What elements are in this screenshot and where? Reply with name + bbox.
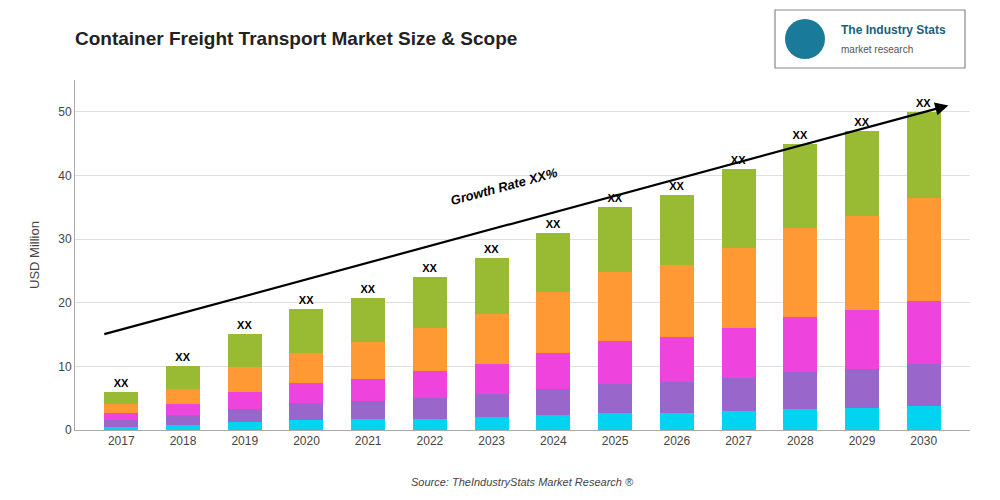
svg-text:market research: market research [841,44,913,55]
svg-text:2020: 2020 [293,434,320,448]
svg-text:XX: XX [916,97,931,109]
svg-text:XX: XX [607,192,622,204]
svg-text:XX: XX [361,283,376,295]
svg-text:XX: XX [114,377,129,389]
svg-text:XX: XX [731,154,746,166]
svg-text:2017: 2017 [108,434,135,448]
svg-text:2030: 2030 [910,434,937,448]
svg-text:Growth Rate XX%: Growth Rate XX% [449,165,559,208]
svg-text:2021: 2021 [355,434,382,448]
svg-text:0: 0 [65,423,72,437]
svg-text:2023: 2023 [478,434,505,448]
svg-text:50: 50 [58,105,72,119]
svg-text:Source: TheIndustryStats Marke: Source: TheIndustryStats Market Research… [411,476,634,488]
svg-text:XX: XX [854,116,869,128]
svg-text:XX: XX [422,262,437,274]
svg-text:40: 40 [58,169,72,183]
svg-text:XX: XX [793,129,808,141]
svg-text:30: 30 [58,232,72,246]
svg-text:XX: XX [299,294,314,306]
svg-text:2019: 2019 [231,434,258,448]
svg-text:2027: 2027 [725,434,752,448]
svg-text:2025: 2025 [602,434,629,448]
svg-text:XX: XX [237,319,252,331]
svg-text:XX: XX [546,218,561,230]
svg-text:10: 10 [58,360,72,374]
svg-text:The Industry Stats: The Industry Stats [841,23,946,37]
svg-text:XX: XX [175,351,190,363]
svg-text:2029: 2029 [849,434,876,448]
svg-text:USD Million: USD Million [27,221,42,289]
svg-text:2028: 2028 [787,434,814,448]
svg-text:2024: 2024 [540,434,567,448]
svg-text:XX: XX [669,180,684,192]
svg-text:2018: 2018 [170,434,197,448]
svg-text:2026: 2026 [663,434,690,448]
svg-text:2022: 2022 [417,434,444,448]
svg-text:XX: XX [484,243,499,255]
svg-text:20: 20 [58,296,72,310]
svg-text:Container Freight Transport Ma: Container Freight Transport Market Size … [75,28,517,49]
